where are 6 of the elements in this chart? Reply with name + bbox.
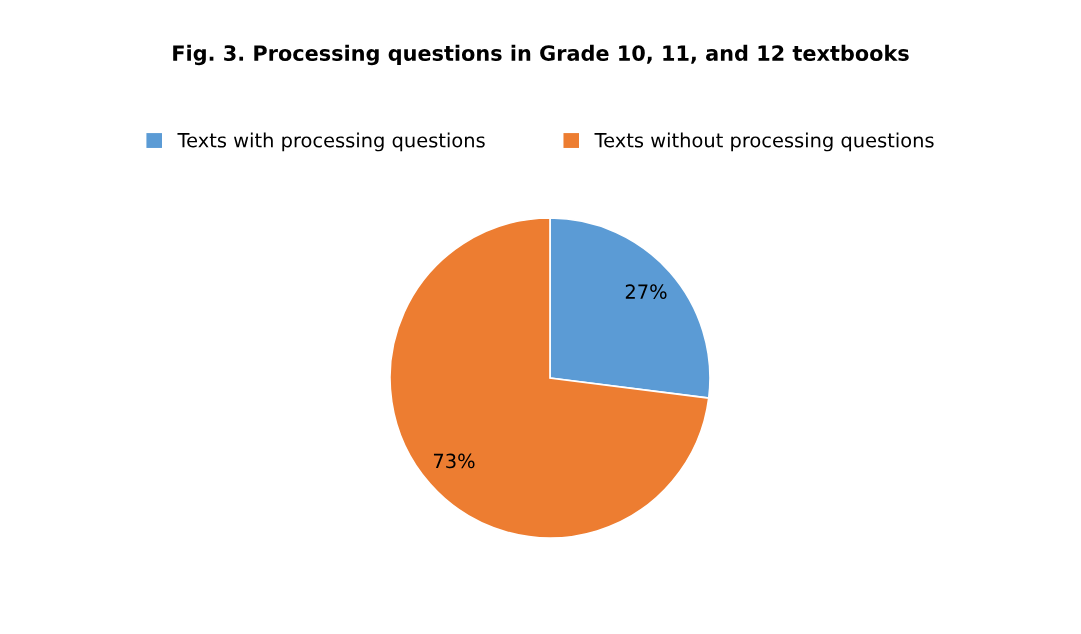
data-label: 73%	[433, 453, 475, 469]
data-label: 27%	[625, 284, 667, 299]
chart-title: Fig. 3. Processing questions in Grade 10, 11, and 12 textbooks	[173, 44, 909, 66]
legend-label: Texts with processing questions	[177, 132, 485, 152]
pie-slice	[389, 217, 710, 539]
legend-label: Texts without processing questions	[594, 132, 934, 152]
